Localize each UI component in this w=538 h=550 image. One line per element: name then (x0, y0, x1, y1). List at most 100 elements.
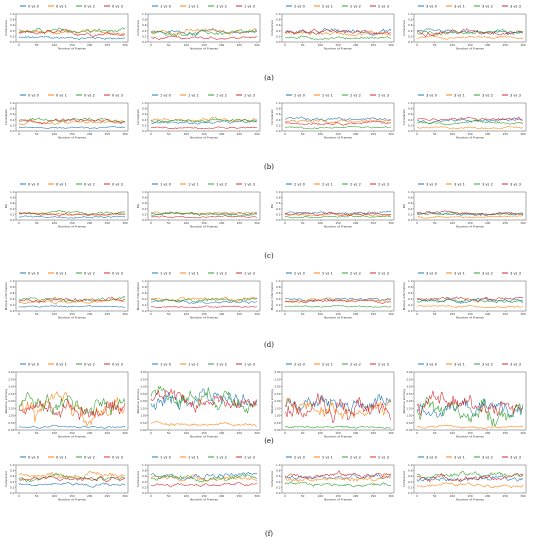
series-line (150, 297, 258, 303)
x-axis-label: Number of Frames (190, 225, 218, 229)
y-tick-label: 0.6 (276, 112, 281, 116)
legend-entry: 1 vs 2 (216, 4, 227, 8)
y-tick-label: 0.2 (276, 303, 281, 307)
series-line (18, 475, 126, 483)
series-line (284, 425, 392, 429)
y-tick-label: 0.8 (408, 107, 413, 111)
panel-5-2: 1 vs 0 1 vs 1 1 vs 2 1 vs 3 Relative entropy… (136, 362, 261, 439)
x-tick-label: 0 (150, 431, 152, 435)
x-tick-label: 50 (433, 312, 437, 316)
legend-entry: 3 vs 3 (510, 362, 521, 366)
series-line (18, 126, 126, 129)
legend-entry: 3 vs 1 (454, 455, 465, 459)
x-axis-label: Number of Frames (456, 498, 484, 502)
x-tick-label: 200 (87, 494, 93, 498)
legend-entry: 2 vs 3 (378, 4, 389, 8)
legend-entry: 3 vs 0 (426, 455, 438, 459)
x-tick-label: 250 (105, 43, 111, 47)
y-tick-label: 0.8 (142, 107, 147, 111)
series-line (416, 470, 524, 479)
y-axis-label: Relative entropy (402, 388, 406, 413)
axes-frame (281, 102, 395, 132)
x-tick-label: 100 (52, 132, 58, 136)
x-tick-label: 300 (122, 221, 128, 225)
y-tick-label: 0.6 (276, 291, 281, 295)
series-line (150, 473, 258, 483)
series-line (416, 119, 524, 126)
x-tick-label: 200 (353, 494, 359, 498)
legend-entry: 1 vs 1 (188, 362, 199, 366)
x-tick-label: 0 (416, 43, 418, 47)
x-tick-label: 0 (18, 312, 20, 316)
series-line (150, 117, 258, 122)
y-tick-label: 1.0 (408, 190, 413, 194)
x-tick-label: 150 (467, 43, 473, 47)
x-tick-label: 50 (301, 431, 305, 435)
x-tick-label: 300 (254, 431, 260, 435)
series-line (18, 28, 126, 37)
y-tick-label: 3.50 (8, 377, 14, 381)
y-tick-label: 0.0 (10, 491, 15, 495)
series-line (416, 35, 524, 40)
x-tick-label: 0 (284, 132, 286, 136)
y-tick-label: 0.6 (142, 23, 147, 27)
legend-entry: 2 vs 1 (322, 4, 333, 8)
panel-4-1: 0 vs 0 0 vs 1 0 vs 2 0 vs 3 Mutual informati… (4, 271, 129, 320)
x-tick-label: 50 (167, 312, 171, 316)
x-tick-label: 100 (318, 431, 324, 435)
x-tick-label: 250 (371, 312, 377, 316)
y-tick-label: 1.50 (8, 406, 14, 410)
x-tick-label: 150 (335, 312, 341, 316)
legend-entry: 2 vs 0 (294, 271, 306, 275)
x-tick-label: 50 (167, 431, 171, 435)
axes-frame (147, 191, 261, 221)
x-axis-label: Number of Frames (58, 225, 86, 229)
x-tick-label: 100 (450, 43, 456, 47)
x-tick-label: 100 (184, 312, 190, 316)
y-tick-label: 0.0 (142, 129, 147, 133)
x-tick-label: 0 (18, 43, 20, 47)
legend-entry: 0 vs 0 (28, 362, 40, 366)
x-tick-label: 100 (52, 221, 58, 225)
legend-entry: 1 vs 2 (216, 271, 227, 275)
x-tick-label: 50 (167, 494, 171, 498)
series-line (416, 296, 524, 303)
x-tick-label: 300 (122, 43, 128, 47)
series-line (150, 35, 258, 40)
x-tick-label: 300 (520, 221, 526, 225)
y-axis-label: Relative entropy (4, 388, 8, 413)
series-line (18, 36, 126, 41)
legend-entry: 1 vs 2 (216, 455, 227, 459)
x-tick-label: 50 (35, 431, 39, 435)
x-tick-label: 200 (87, 221, 93, 225)
x-tick-label: 100 (450, 132, 456, 136)
x-tick-label: 150 (69, 431, 75, 435)
series-line (284, 212, 392, 218)
legend-entry: 1 vs 1 (188, 4, 199, 8)
y-tick-label: 0.8 (10, 18, 15, 22)
series-line (284, 304, 392, 308)
x-tick-label: 100 (318, 494, 324, 498)
subfigure-caption: (e) (264, 437, 274, 445)
y-tick-label: 0.6 (10, 112, 15, 116)
y-tick-label: 0.4 (408, 207, 413, 211)
legend-entry: 0 vs 0 (28, 182, 40, 186)
x-tick-label: 0 (284, 431, 286, 435)
y-tick-label: 0.6 (408, 201, 413, 205)
series-line (416, 475, 524, 482)
x-tick-label: 0 (18, 494, 20, 498)
legend-entry: 1 vs 2 (216, 93, 227, 97)
series-line (18, 298, 126, 305)
legend-entry: 1 vs 1 (188, 455, 199, 459)
x-tick-label: 100 (450, 221, 456, 225)
x-tick-label: 150 (69, 494, 75, 498)
y-tick-label: 0.4 (276, 480, 281, 484)
y-tick-label: 3.50 (274, 377, 280, 381)
y-tick-label: 0.4 (276, 118, 281, 122)
